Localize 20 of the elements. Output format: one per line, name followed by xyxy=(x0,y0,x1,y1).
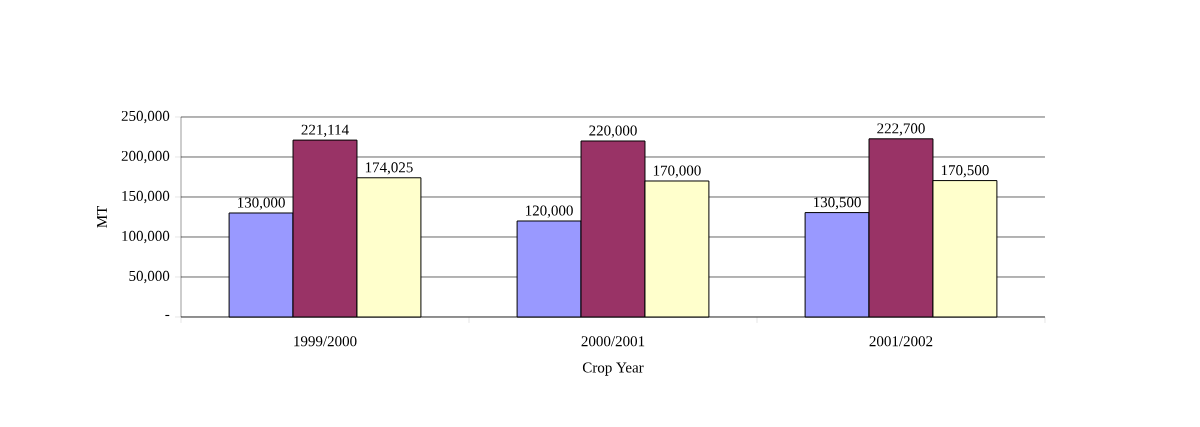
data-label: 130,000 xyxy=(238,197,285,210)
x-axis-title: Crop Year xyxy=(582,362,644,376)
y-tick-label: 200,000 xyxy=(121,150,170,164)
x-tick-label: 2001/2002 xyxy=(869,336,933,347)
data-label: 130,500 xyxy=(814,197,861,210)
data-label: 170,500 xyxy=(941,165,989,178)
y-tick-label: 50,000 xyxy=(129,270,170,284)
y-tick-label: - xyxy=(165,314,170,317)
y-axis-title: MT xyxy=(97,206,107,228)
y-tick-label: 100,000 xyxy=(122,230,170,244)
y-tick-label: 250,000 xyxy=(121,110,170,124)
x-tick-label: 1999/2000 xyxy=(294,336,357,347)
data-label: 220,000 xyxy=(589,125,637,138)
data-label: 120,000 xyxy=(526,205,573,218)
y-tick-label: 150,000 xyxy=(122,190,170,204)
data-label: 170,000 xyxy=(653,165,701,178)
data-label: 174,025 xyxy=(365,162,413,175)
data-label: 222,700 xyxy=(877,123,925,136)
x-tick-label: 2000/2001 xyxy=(581,336,645,347)
data-label: 221,114 xyxy=(301,124,349,137)
